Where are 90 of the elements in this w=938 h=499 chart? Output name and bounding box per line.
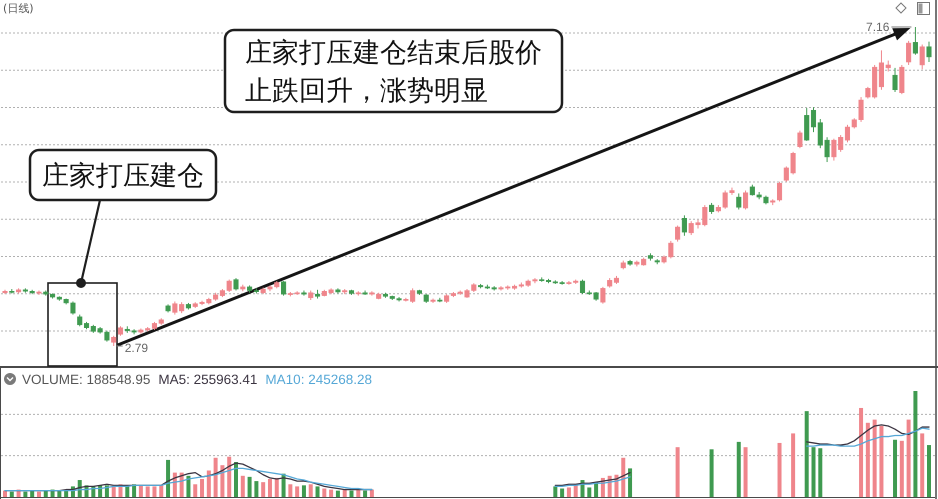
bar: [342, 490, 347, 497]
bar: [234, 462, 238, 497]
candlestick: [682, 214, 687, 236]
bar: [152, 486, 156, 497]
candlestick: [926, 41, 932, 63]
bar: [295, 486, 300, 497]
bar: [350, 490, 354, 497]
candlestick: [104, 330, 110, 342]
bar: [791, 433, 796, 497]
bar: [288, 484, 292, 497]
bar: [302, 485, 306, 497]
bar: [778, 442, 782, 497]
bar: [927, 445, 931, 497]
candlestick: [797, 130, 802, 149]
bar: [913, 391, 918, 497]
bar: [920, 433, 924, 497]
bar: [812, 447, 816, 497]
candlestick: [912, 26, 918, 56]
bar: [206, 470, 211, 497]
bar: [36, 492, 41, 497]
annotation: 2.79: [124, 341, 148, 355]
bar: [676, 447, 680, 497]
text: MA5: 255963.41: [158, 372, 258, 387]
candlestick: [308, 290, 314, 301]
candlestick: [736, 192, 742, 210]
bar: [3, 490, 7, 497]
chart-title: (日线): [3, 2, 34, 15]
bar: [254, 481, 258, 497]
candlestick: [111, 335, 116, 346]
annotation: 庄家打压建仓: [42, 160, 204, 192]
bar: [818, 448, 822, 497]
bar: [744, 447, 748, 497]
bar: [274, 478, 279, 497]
bar: [329, 490, 334, 497]
bar: [872, 420, 877, 497]
bar: [621, 458, 626, 497]
annotation: 庄家打压建仓结束后股价止跌回升，涨势明显: [245, 38, 542, 107]
bar: [553, 486, 558, 497]
bar: [138, 485, 143, 497]
bar: [316, 486, 320, 497]
bar: [879, 426, 884, 497]
bar: [859, 408, 864, 497]
bar: [159, 485, 164, 497]
annotation: 7.16: [866, 20, 890, 34]
bar: [628, 468, 632, 497]
candlestick: [281, 280, 286, 296]
bar: [308, 484, 313, 497]
bar: [261, 482, 266, 497]
bar: [193, 484, 198, 497]
bar: [282, 474, 286, 497]
candlestick: [920, 44, 925, 70]
candlestick: [709, 202, 714, 214]
bar: [10, 492, 14, 497]
chart-title: VOLUME: 188548.95: [22, 372, 150, 387]
bar: [166, 460, 170, 497]
bar: [146, 486, 150, 497]
candlestick: [776, 181, 782, 202]
candlestick: [906, 40, 912, 66]
text: MA10: 245268.28: [265, 372, 372, 387]
bar: [240, 476, 245, 497]
bar: [214, 458, 218, 497]
bar: [587, 487, 592, 497]
bar: [370, 490, 374, 497]
candlestick: [675, 225, 680, 242]
bar: [23, 492, 28, 497]
bar: [363, 490, 368, 497]
bar: [866, 422, 870, 497]
bar: [227, 456, 232, 497]
bar: [248, 476, 252, 497]
bar: [710, 449, 714, 497]
bar: [736, 442, 741, 497]
bar: [566, 487, 571, 497]
candlestick: [118, 326, 124, 336]
candlestick: [233, 278, 239, 292]
candlestick: [743, 190, 748, 210]
bar: [200, 478, 204, 497]
candlestick: [892, 67, 898, 92]
bar: [906, 420, 911, 497]
bar: [112, 486, 116, 497]
bar: [322, 488, 326, 497]
bar: [268, 478, 272, 497]
candlestick: [600, 286, 606, 304]
bar: [186, 476, 190, 497]
bar: [804, 411, 809, 497]
bar: [893, 440, 898, 497]
bar: [220, 465, 224, 497]
bar: [336, 490, 340, 497]
bar: [900, 440, 904, 497]
bar: [560, 488, 564, 497]
bar: [125, 486, 130, 497]
